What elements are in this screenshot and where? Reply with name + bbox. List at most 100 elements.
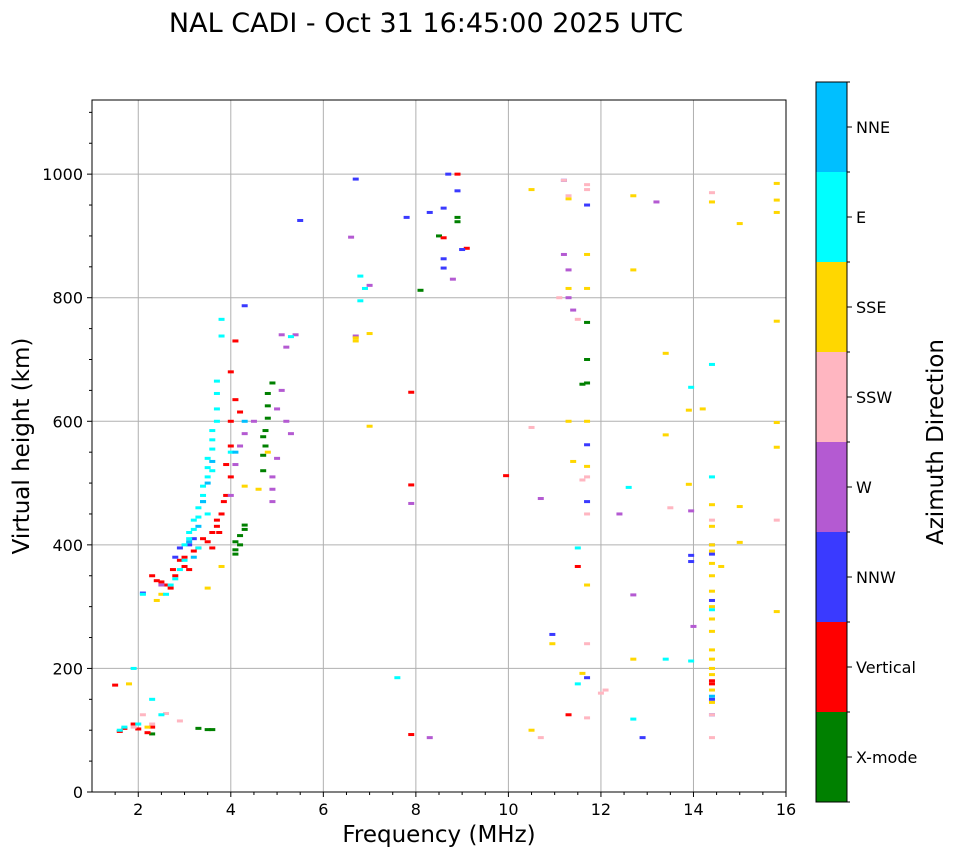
echo-point bbox=[630, 194, 637, 198]
y-tick-label: 1000 bbox=[42, 165, 83, 184]
echo-point bbox=[662, 657, 669, 661]
echo-point bbox=[549, 642, 556, 646]
echo-point bbox=[348, 235, 355, 239]
echo-point bbox=[708, 475, 715, 479]
echo-point bbox=[597, 691, 604, 695]
echo-point bbox=[223, 463, 230, 467]
echo-point bbox=[149, 722, 156, 726]
x-tick-label: 8 bbox=[411, 800, 421, 819]
y-axis-label: Virtual height (km) bbox=[9, 338, 35, 555]
series-w bbox=[158, 200, 697, 740]
echo-point bbox=[181, 564, 188, 568]
grid-lines bbox=[92, 100, 787, 793]
echo-point bbox=[584, 381, 591, 385]
colorbar-frame bbox=[815, 81, 848, 803]
echo-point bbox=[158, 592, 165, 596]
echo-point bbox=[176, 558, 183, 562]
echo-point bbox=[167, 583, 174, 587]
echo-point bbox=[158, 583, 165, 587]
echo-point bbox=[708, 524, 715, 528]
echo-point bbox=[574, 682, 581, 686]
echo-point bbox=[565, 197, 572, 201]
echo-point bbox=[357, 274, 364, 278]
echo-point bbox=[352, 336, 359, 340]
echo-point bbox=[688, 385, 695, 389]
echo-point bbox=[570, 308, 577, 312]
echo-point bbox=[190, 537, 197, 541]
echo-point bbox=[227, 419, 234, 423]
echo-point bbox=[158, 580, 165, 584]
echo-point bbox=[662, 351, 669, 355]
echo-point bbox=[688, 509, 695, 513]
x-tick-label: 10 bbox=[498, 800, 518, 819]
echo-point bbox=[773, 610, 780, 614]
echo-point bbox=[584, 583, 591, 587]
echo-point bbox=[736, 222, 743, 226]
echo-point bbox=[200, 537, 207, 541]
echo-point bbox=[264, 404, 271, 408]
echo-point bbox=[688, 560, 695, 564]
echo-point bbox=[565, 296, 572, 300]
echo-point bbox=[209, 447, 216, 451]
echo-point bbox=[209, 429, 216, 433]
echo-point bbox=[773, 445, 780, 449]
echo-point bbox=[172, 555, 179, 559]
echo-point bbox=[200, 493, 207, 497]
echo-point bbox=[436, 234, 442, 238]
echo-point bbox=[181, 558, 188, 562]
echo-point bbox=[209, 728, 216, 732]
echo-point bbox=[459, 248, 466, 252]
echo-point bbox=[574, 564, 581, 568]
echo-point bbox=[708, 666, 715, 670]
echo-point bbox=[630, 268, 637, 272]
echo-point bbox=[630, 593, 637, 597]
echo-point bbox=[153, 598, 160, 602]
echo-point bbox=[241, 304, 248, 308]
echo-point bbox=[204, 540, 211, 544]
colorbar-segment bbox=[816, 262, 847, 352]
series-nne bbox=[186, 419, 715, 698]
echo-point bbox=[172, 574, 179, 578]
echo-point bbox=[232, 548, 239, 552]
echo-point bbox=[195, 546, 202, 550]
echo-point bbox=[213, 379, 220, 383]
echo-point bbox=[560, 178, 567, 182]
echo-point bbox=[503, 474, 510, 478]
echo-point bbox=[186, 568, 193, 572]
echo-point bbox=[574, 317, 581, 321]
colorbar-label: SSW bbox=[856, 388, 892, 407]
x-tick-label: 12 bbox=[591, 800, 611, 819]
echo-point bbox=[579, 478, 586, 482]
echo-point bbox=[139, 713, 146, 717]
echo-point bbox=[200, 500, 207, 504]
echo-point bbox=[708, 552, 715, 556]
echo-point bbox=[237, 534, 244, 538]
echo-point bbox=[708, 673, 715, 677]
colorbar-segment bbox=[816, 442, 847, 532]
echo-point bbox=[274, 407, 281, 411]
echo-point bbox=[195, 524, 202, 528]
echo-point bbox=[352, 339, 359, 343]
echo-point bbox=[195, 515, 202, 519]
echo-point bbox=[190, 518, 197, 522]
echo-point bbox=[250, 419, 257, 423]
echo-point bbox=[708, 605, 715, 609]
echo-point bbox=[366, 424, 373, 428]
echo-point bbox=[190, 555, 197, 559]
y-axis-ticks: 0 200 400 600 800 1000 bbox=[42, 111, 92, 802]
colorbar-label: W bbox=[856, 478, 872, 497]
echo-point bbox=[186, 531, 193, 534]
echo-point bbox=[209, 459, 216, 463]
plot-area: 2 4 6 8 10 12 14 16 0 200 400 600 800 1000 bbox=[42, 99, 796, 819]
echo-point bbox=[204, 586, 211, 590]
echo-point bbox=[220, 500, 227, 504]
echo-point bbox=[121, 725, 128, 729]
echo-point bbox=[232, 339, 239, 343]
echo-point bbox=[556, 296, 563, 300]
echo-point bbox=[565, 419, 572, 423]
echo-point bbox=[262, 444, 269, 448]
echo-point bbox=[366, 283, 373, 287]
echo-point bbox=[440, 206, 447, 210]
echo-point bbox=[204, 466, 211, 470]
